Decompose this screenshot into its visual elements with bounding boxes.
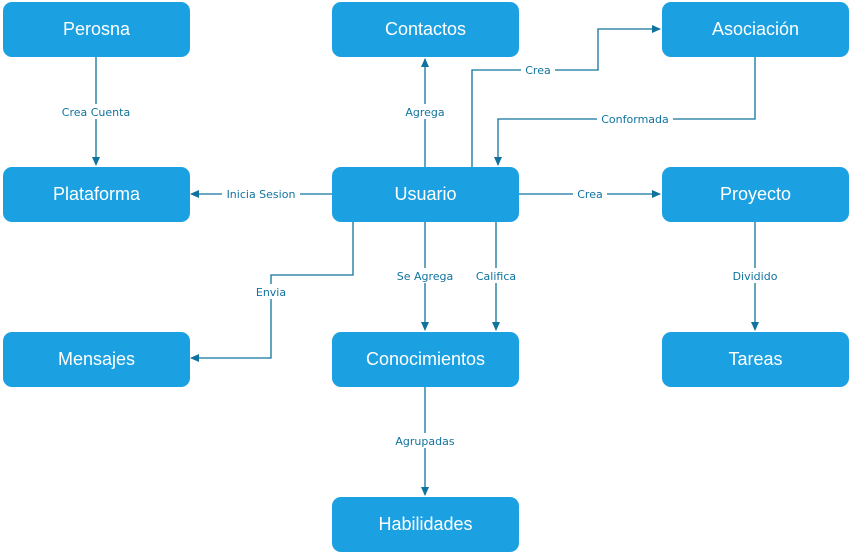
edge-usuario-mensajes (190, 222, 354, 362)
edge-usuario-asociacion (471, 25, 661, 167)
edge-label-crea-proyecto: Crea (577, 188, 602, 201)
node-plataforma[interactable]: Plataforma (3, 167, 190, 222)
node-usuario[interactable]: Usuario (332, 167, 519, 222)
node-proyecto[interactable]: Proyecto (662, 167, 849, 222)
edge-label-agrupadas: Agrupadas (395, 435, 454, 448)
edge-label-dividido: Dividido (733, 270, 778, 283)
node-conocimientos[interactable]: Conocimientos (332, 332, 519, 387)
node-mensajes[interactable]: Mensajes (3, 332, 190, 387)
edge-label-crea-asociacion: Crea (525, 64, 550, 77)
node-habilidades[interactable]: Habilidades (332, 497, 519, 552)
node-perosna[interactable]: Perosna (3, 2, 190, 57)
edge-label-inicia-sesion: Inicia Sesion (227, 188, 296, 201)
node-contactos[interactable]: Contactos (332, 2, 519, 57)
edge-label-agrega: Agrega (405, 106, 444, 119)
edge-label-califica: Califica (476, 270, 516, 283)
edge-label-se-agrega: Se Agrega (397, 270, 454, 283)
edge-label-conformada: Conformada (601, 113, 669, 126)
edge-label-envia: Envia (256, 286, 286, 299)
edge-label-crea-cuenta: Crea Cuenta (62, 106, 130, 119)
node-tareas[interactable]: Tareas (662, 332, 849, 387)
node-asociacion[interactable]: Asociación (662, 2, 849, 57)
